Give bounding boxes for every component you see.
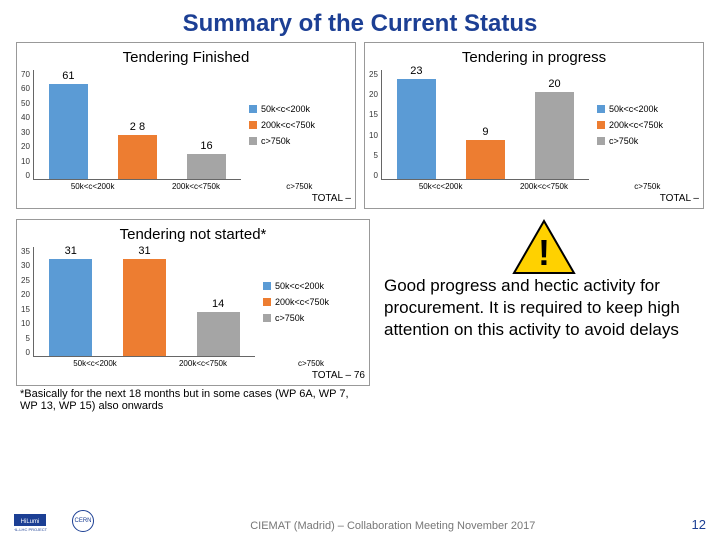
x-labels-notstarted: 50k<c<200k200k<c<750kc>750k xyxy=(21,357,365,368)
body-text: Good progress and hectic activity for pr… xyxy=(384,275,704,341)
legend-finished: 50k<c<200k200k<c<750kc>750k xyxy=(241,70,351,180)
y-axis-progress: 2520151050 xyxy=(369,70,381,180)
svg-text:HL-LHC PROJECT: HL-LHC PROJECT xyxy=(14,527,48,532)
y-axis-finished: 706050403020100 xyxy=(21,70,33,180)
chart-title-finished: Tendering Finished xyxy=(21,49,351,66)
total-notstarted: TOTAL – 76 xyxy=(21,368,365,381)
footer-text: CIEMAT (Madrid) – Collaboration Meeting … xyxy=(250,520,535,532)
svg-text:HiLumi: HiLumi xyxy=(21,519,40,525)
panel-progress: Tendering in progress 2520151050 23920 5… xyxy=(364,42,704,209)
chart-title-notstarted: Tendering not started* xyxy=(21,226,365,243)
hilumi-logo: HiLumi HL-LHC PROJECT xyxy=(14,508,66,532)
y-axis-notstarted: 35302520151050 xyxy=(21,247,33,357)
x-labels-progress: 50k<c<200k200k<c<750kc>750k xyxy=(369,180,699,191)
legend-notstarted: 50k<c<200k200k<c<750kc>750k xyxy=(255,247,365,357)
plot-finished: 612 816 xyxy=(33,70,241,180)
plot-notstarted: 313114 xyxy=(33,247,255,357)
total-finished: TOTAL – xyxy=(21,191,351,204)
slide-title: Summary of the Current Status xyxy=(0,0,720,42)
plot-progress: 23920 xyxy=(381,70,589,180)
panel-notstarted: Tendering not started* 35302520151050 31… xyxy=(16,219,370,386)
legend-progress: 50k<c<200k200k<c<750kc>750k xyxy=(589,70,699,180)
svg-text:!: ! xyxy=(538,232,550,273)
cern-logo: CERN xyxy=(72,510,94,532)
x-labels-finished: 50k<c<200k200k<c<750kc>750k xyxy=(21,180,351,191)
chart-title-progress: Tendering in progress xyxy=(369,49,699,66)
warning-icon: ! xyxy=(512,219,576,275)
total-progress: TOTAL – xyxy=(369,191,699,204)
page-number: 12 xyxy=(692,517,706,532)
footnote: *Basically for the next 18 months but in… xyxy=(16,386,370,412)
panel-finished: Tendering Finished 706050403020100 612 8… xyxy=(16,42,356,209)
logos: HiLumi HL-LHC PROJECT CERN xyxy=(14,508,94,532)
